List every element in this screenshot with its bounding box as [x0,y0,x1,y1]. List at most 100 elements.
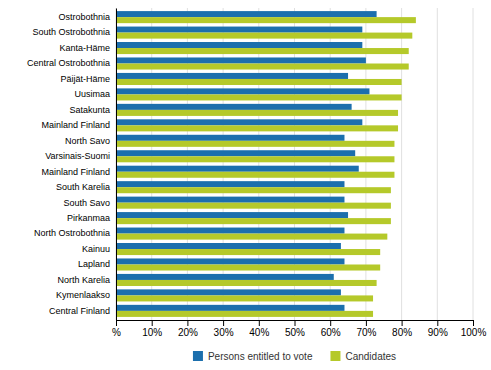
bar [116,104,352,110]
x-tick: 50% [285,320,305,338]
y-tick: Päijät-Häme [60,74,110,84]
bar [116,234,387,240]
x-tick: 10% [142,320,162,338]
bar [116,243,341,249]
y-tick: Central Finland [49,306,110,316]
bar [116,249,380,255]
x-tick-mark [116,320,117,326]
x-tick-mark [330,320,331,326]
y-tick-label: North Ostrobothnia [34,228,110,238]
bar [116,79,402,85]
y-tick: Kymenlaakso [56,290,110,300]
x-tick-label: 20% [178,327,198,338]
bar [116,311,373,317]
y-tick-label: Kanta-Häme [59,43,110,53]
grid-line [294,8,295,320]
grid-line [258,8,259,320]
y-tick: Ostrobothnia [58,12,110,22]
x-tick-mark [223,320,224,326]
bar [116,197,344,203]
y-tick-label: Ostrobothnia [58,12,110,22]
x-tick: 30% [214,320,234,338]
bars [116,11,416,317]
bar [116,289,341,295]
bar [116,110,398,116]
y-tick: Kanta-Häme [59,43,110,53]
x-tick: 20% [178,320,198,338]
x-tick-label: 30% [214,327,234,338]
x-tick: % [112,320,121,338]
bar [116,33,412,39]
grid-line [437,8,438,320]
bar [116,305,344,311]
y-tick: Varsinais-Suomi [45,151,110,161]
x-tick-label: 70% [356,327,376,338]
bar [116,295,373,301]
y-axis: Ostrobothnia South Ostrobothnia Kanta-Häme… [27,9,117,321]
y-tick: Uusimaa [74,89,110,99]
bar [116,166,359,172]
y-axis-line [116,9,117,321]
grid-line [116,8,117,320]
x-tick: 60% [321,320,341,338]
chart-svg: % 10% 20% 30% 40% 50% 60% 70% 80% 90% 100% Ostrobot… [0,0,491,370]
bar [116,280,377,286]
x-tick-label: 100% [461,327,487,338]
grid-line [330,8,331,320]
x-tick-mark [152,320,153,326]
y-tick-label: South Ostrobothnia [32,27,110,37]
y-tick-label: Päijät-Häme [60,74,110,84]
grid-line [223,8,224,320]
x-tick-mark [437,320,438,326]
bar [116,203,391,209]
y-tick: South Karelia [56,182,110,192]
legend-label: Persons entitled to vote [208,351,313,362]
bar [116,212,348,218]
bar [116,141,394,147]
y-tick: Kainuu [82,244,110,254]
y-tick: Mainland Finland [41,167,110,177]
y-tick-label: North Karelia [57,275,110,285]
legend-label: Candidates [345,351,396,362]
bar [116,48,409,54]
y-tick: South Ostrobothnia [32,27,110,37]
x-tick-label: 40% [249,327,269,338]
grid-line [151,8,152,320]
chart-container: % 10% 20% 30% 40% 50% 60% 70% 80% 90% 100% Ostrobot… [0,0,491,370]
y-tick-label: Uusimaa [74,89,110,99]
bar [116,156,394,162]
y-tick-label: North Savo [65,136,110,146]
legend-item: Persons entitled to vote [193,351,313,362]
y-tick-label: Central Finland [49,306,110,316]
bar [116,73,348,79]
x-axis-line [117,321,474,327]
bar [116,125,398,131]
bar [116,181,344,187]
x-tick: 70% [356,320,376,338]
x-tick-label: 50% [285,327,305,338]
x-tick-mark [366,320,367,326]
y-tick-label: Kainuu [82,244,110,254]
bar [116,228,344,234]
y-tick-label: Varsinais-Suomi [45,151,110,161]
grid-line [365,8,366,320]
y-tick: Mainland Finland [41,120,110,130]
x-tick: 90% [428,320,448,338]
x-tick-label: 80% [392,327,412,338]
y-tick-label: Lapland [78,259,110,269]
bar [116,119,362,125]
bar [116,172,394,178]
grid-line [473,8,474,320]
legend-swatch [193,351,203,361]
bar [116,11,377,17]
x-tick-mark [473,320,474,326]
grid [116,8,473,320]
x-tick-label: 90% [428,327,448,338]
x-tick: 100% [461,320,487,338]
y-tick-label: South Karelia [56,182,110,192]
y-tick-label: Pirkanmaa [67,213,110,223]
x-tick-label: 10% [142,327,162,338]
y-tick: Lapland [78,259,110,269]
grid-line [401,8,402,320]
y-tick-label: Satakunta [69,105,110,115]
